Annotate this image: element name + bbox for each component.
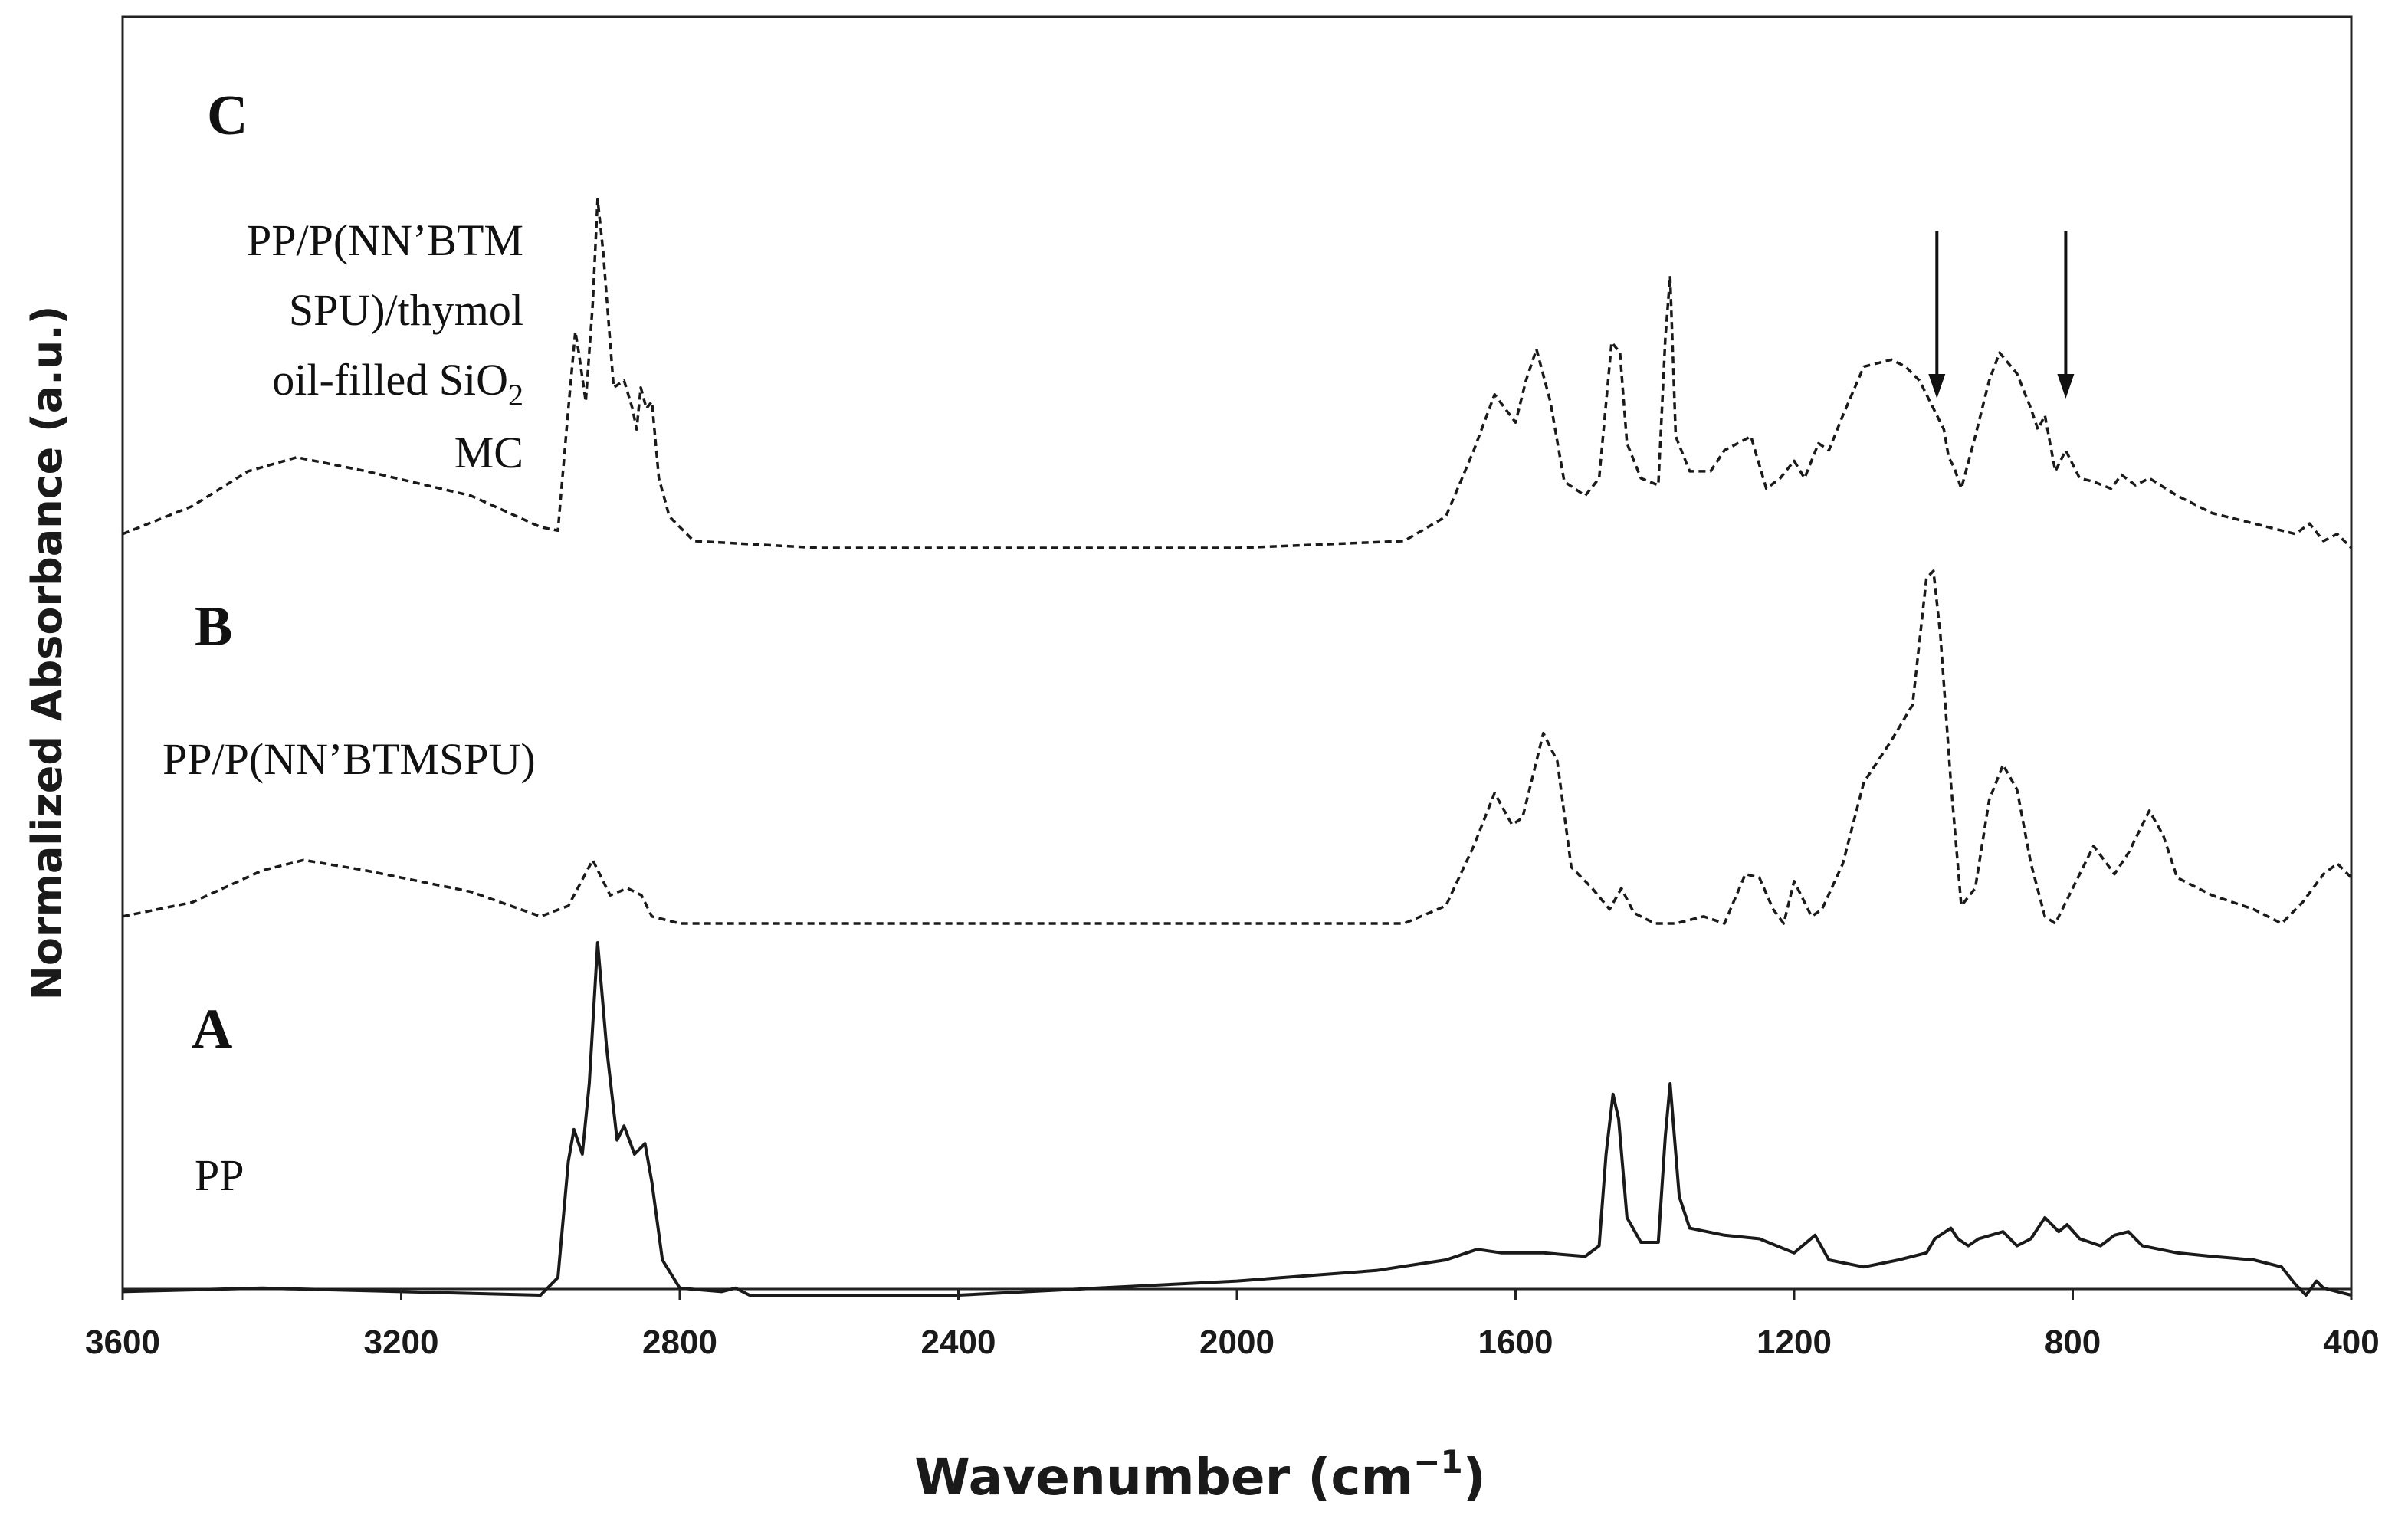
sample-label-c-line-4: MC bbox=[454, 428, 523, 477]
x-tick-label: 3600 bbox=[85, 1324, 160, 1361]
x-tick-label: 400 bbox=[2323, 1324, 2379, 1361]
sample-label-c-subscript: 2 bbox=[508, 378, 523, 412]
x-axis-title-superscript: −1 bbox=[1413, 1443, 1462, 1481]
sample-label-a: PP bbox=[195, 1150, 244, 1200]
series-line-a bbox=[122, 941, 2352, 1297]
series-layer bbox=[122, 198, 2353, 1297]
sample-label-c-line-3-main: oil-filled SiO bbox=[272, 355, 508, 405]
x-tick-label: 1600 bbox=[1478, 1324, 1553, 1361]
x-axis-title-main: Wavenumber (cm bbox=[914, 1448, 1413, 1507]
down-arrow-icon bbox=[2057, 231, 2075, 399]
x-axis-title: Wavenumber (cm−1) bbox=[914, 1443, 1486, 1507]
x-tick-label: 1200 bbox=[1757, 1324, 1832, 1361]
x-axis-title-close: ) bbox=[1463, 1448, 1486, 1507]
panel-letter-c: C bbox=[207, 84, 248, 147]
sample-label-c-line-3: oil-filled SiO2 bbox=[272, 355, 523, 412]
x-tick-label: 3200 bbox=[364, 1324, 439, 1361]
x-tick-label: 2400 bbox=[921, 1324, 996, 1361]
sample-label-c-line-2: SPU)/thymol bbox=[289, 285, 523, 335]
series-line-b bbox=[122, 569, 2353, 925]
sample-label-c: PP/P(NN’BTM SPU)/thymol oil-filled SiO2 … bbox=[247, 215, 523, 477]
plot-frame bbox=[121, 15, 2353, 1291]
panel-letter-a: A bbox=[192, 998, 232, 1061]
down-arrow-icon bbox=[1928, 231, 1946, 399]
sample-label-b: PP/P(NN’BTMSPU) bbox=[162, 734, 536, 784]
x-tick-label: 2800 bbox=[642, 1324, 717, 1361]
series-line-c bbox=[122, 198, 2353, 549]
x-tick-label: 800 bbox=[2045, 1324, 2101, 1361]
x-tick-label: 2000 bbox=[1199, 1324, 1275, 1361]
sample-label-c-line-1: PP/P(NN’BTM bbox=[247, 215, 523, 265]
annotation-arrows bbox=[1928, 231, 2075, 399]
panel-letter-b: B bbox=[195, 595, 232, 658]
y-axis-title: Normalized Absorbance (a.u.) bbox=[23, 306, 71, 1001]
x-axis: 3600 3200 2800 2400 2000 1600 1200 800 400 bbox=[85, 1289, 2380, 1361]
